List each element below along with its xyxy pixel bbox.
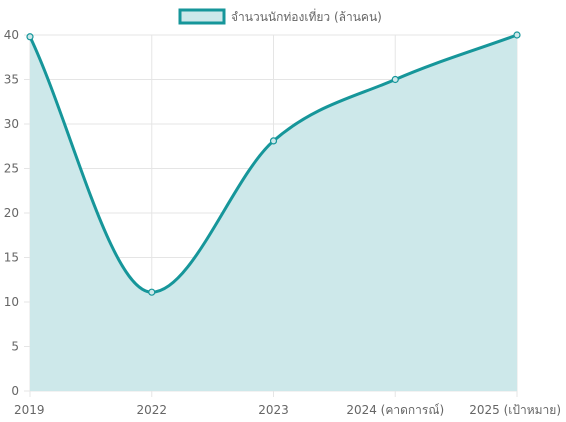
y-tick-label: 20 <box>4 206 19 220</box>
y-tick-label: 40 <box>4 28 19 42</box>
y-tick-label: 30 <box>4 117 19 131</box>
legend-label[interactable]: จำนวนนักท่องเที่ยว (ล้านคน) <box>231 8 382 24</box>
data-point <box>148 288 156 296</box>
y-tick-label: 10 <box>4 295 19 309</box>
data-points <box>26 31 521 296</box>
y-tick-label: 35 <box>4 73 19 87</box>
x-tick-label: 2023 <box>258 403 289 417</box>
x-axis-ticks: 2019 2022 2023 2024 (คาดการณ์) 2025 (เป้าหมา… <box>14 403 561 417</box>
data-point <box>269 137 278 145</box>
series-line <box>28 33 518 294</box>
data-point <box>26 33 34 41</box>
y-tick-label: 25 <box>4 162 19 176</box>
y-tick-label: 0 <box>11 384 19 398</box>
x-tick-label: 2025 (เป้าหมาย) <box>469 403 561 417</box>
series-area-fill <box>30 35 517 391</box>
y-axis-ticks: 0 5 10 15 20 25 30 35 40 <box>4 28 19 398</box>
data-point <box>391 75 399 84</box>
x-tick-label: 2022 <box>136 403 167 417</box>
legend-swatch[interactable] <box>178 8 226 25</box>
legend[interactable]: จำนวนนักท่องเที่ยว (ล้านคน) <box>178 8 382 25</box>
x-tick-label: 2024 (คาดการณ์) <box>346 403 444 417</box>
data-point <box>513 31 521 39</box>
y-tick-label: 5 <box>11 340 19 354</box>
y-tick-label: 15 <box>4 251 19 265</box>
x-tick-label: 2019 <box>14 403 45 417</box>
